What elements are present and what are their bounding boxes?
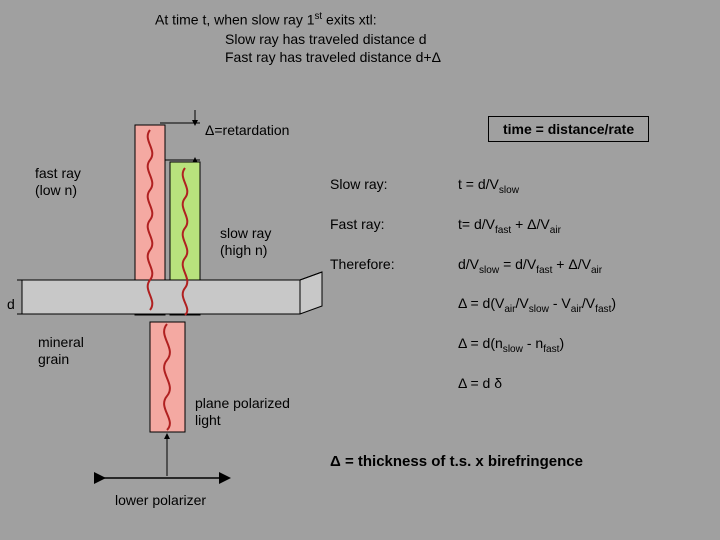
eq-delta-2: Δ = d(nslow - nfast)	[330, 335, 710, 355]
slow-ray-label: slow ray (high n)	[220, 225, 290, 259]
eq-slow: Slow ray: t = d/Vslow	[330, 176, 710, 196]
lower-polarizer-label: lower polarizer	[115, 492, 206, 508]
headline-1a: At time t, when slow ray 1	[155, 12, 315, 28]
headline-sup: st	[315, 11, 323, 22]
headline: At time t, when slow ray 1st exits xtl: …	[155, 10, 655, 67]
eq-slow-val: t = d/Vslow	[458, 176, 519, 196]
headline-2: Slow ray has traveled distance d	[155, 30, 655, 49]
fast-ray-label: fast ray (low n)	[35, 165, 105, 199]
eq-fast-val: t= d/Vfast + Δ/Vair	[458, 216, 561, 236]
headline-3: Fast ray has traveled distance d+Δ	[155, 48, 655, 67]
mineral-label: mineral grain	[38, 334, 98, 368]
eq-delta-3: Δ = d δ	[330, 375, 710, 391]
retardation-label: Δ=retardation	[205, 122, 289, 138]
birefringence-line: Δ = thickness of t.s. x birefringence	[330, 453, 583, 470]
equations: Slow ray: t = d/Vslow Fast ray: t= d/Vfa…	[330, 176, 710, 411]
time-rate-box: time = distance/rate	[488, 116, 649, 142]
eq-therefore: Therefore: d/Vslow = d/Vfast + Δ/Vair	[330, 256, 710, 276]
d-label: d	[7, 296, 15, 312]
eq-therefore-val: d/Vslow = d/Vfast + Δ/Vair	[458, 256, 602, 276]
eq-therefore-label: Therefore:	[330, 256, 458, 276]
plane-label: plane polarized light	[195, 395, 305, 429]
eq-fast: Fast ray: t= d/Vfast + Δ/Vair	[330, 216, 710, 236]
diagram-svg	[0, 0, 330, 540]
eq-slow-label: Slow ray:	[330, 176, 458, 196]
headline-1b: exits xtl:	[322, 12, 376, 28]
eq-fast-label: Fast ray:	[330, 216, 458, 236]
eq-delta-1: Δ = d(Vair/Vslow - Vair/Vfast)	[330, 295, 710, 315]
